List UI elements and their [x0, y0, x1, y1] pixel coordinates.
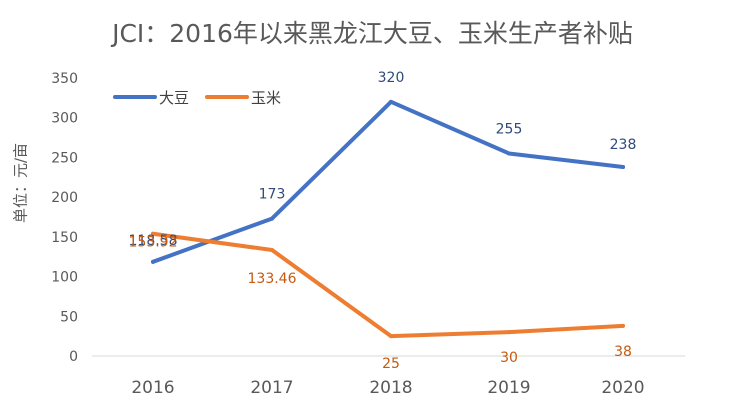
y-tick-label: 300	[51, 111, 78, 127]
x-tick-label: 2020	[601, 378, 644, 398]
y-tick-label: 50	[60, 309, 78, 325]
data-point	[507, 330, 511, 335]
y-tick-label: 200	[51, 190, 78, 206]
legend-label-2: 玉米	[251, 89, 281, 107]
data-label: 38	[614, 344, 632, 360]
y-tick-label: 150	[51, 230, 78, 246]
data-label: 25	[382, 356, 400, 372]
data-point	[507, 151, 511, 156]
x-tick-label: 2016	[131, 378, 174, 398]
data-point	[621, 164, 625, 169]
data-point	[151, 259, 155, 264]
x-tick-label: 2017	[250, 378, 293, 398]
data-label: 118.58	[129, 233, 178, 249]
data-point	[270, 247, 274, 252]
data-label: 320	[378, 70, 405, 86]
y-tick-label: 350	[51, 71, 78, 87]
y-tick-label: 0	[69, 349, 78, 365]
chart-title: JCI：2016年以来黑龙江大豆、玉米生产者补贴	[112, 19, 633, 48]
data-label: 153.92	[129, 235, 178, 251]
data-point	[621, 323, 625, 328]
data-point	[389, 99, 393, 104]
data-point	[389, 334, 393, 339]
y-tick-label: 100	[51, 270, 78, 286]
data-label: 255	[496, 121, 523, 137]
x-tick-label: 2018	[369, 378, 412, 398]
legend-label-1: 大豆	[159, 89, 189, 107]
data-label: 173	[259, 187, 286, 203]
data-label: 30	[500, 350, 518, 366]
x-tick-label: 2019	[487, 378, 530, 398]
data-label: 238	[610, 137, 637, 153]
series-line-2	[151, 231, 625, 339]
data-point	[270, 216, 274, 221]
data-point	[151, 231, 155, 236]
y-tick-label: 250	[51, 150, 78, 166]
series-line-1	[151, 99, 625, 264]
data-label: 133.46	[248, 271, 297, 287]
